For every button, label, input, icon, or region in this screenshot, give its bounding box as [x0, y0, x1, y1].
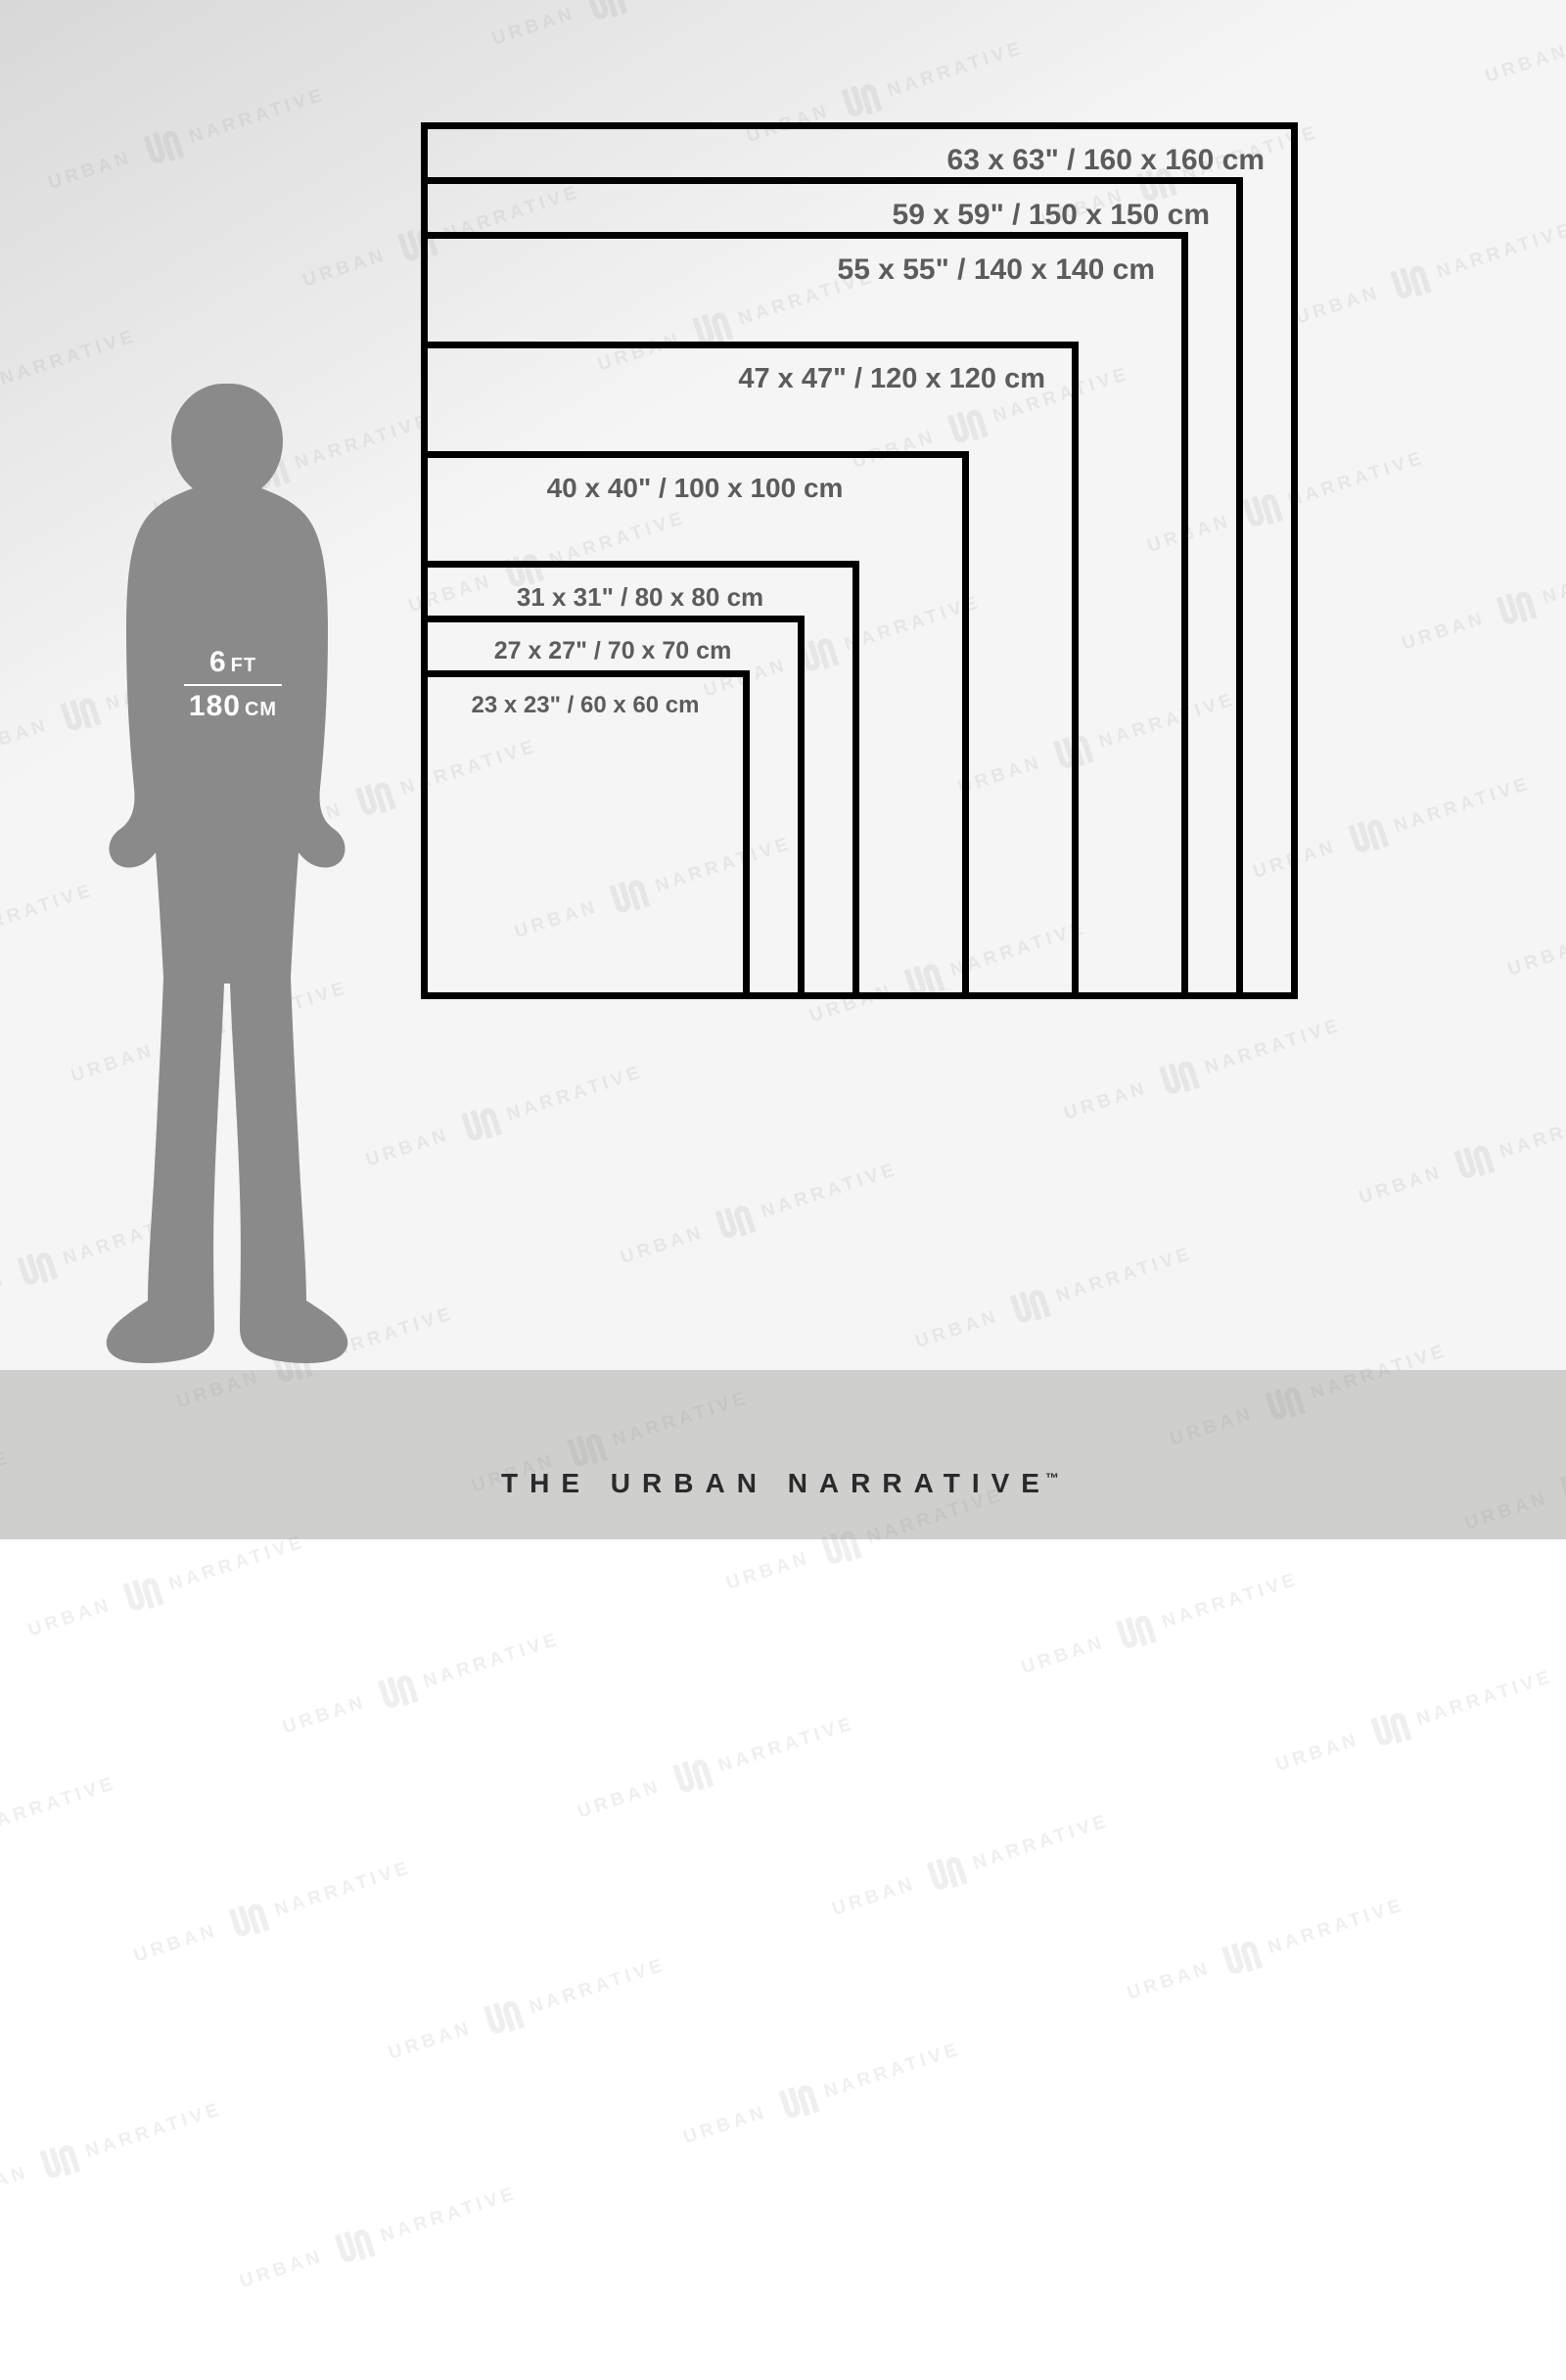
watermark-item: URBAN NARRATIVE — [0, 1764, 122, 1892]
watermark-item: URBAN NARRATIVE — [128, 1849, 416, 1976]
size-frame-label: 40 x 40" / 100 x 100 cm — [547, 473, 844, 504]
size-frame-60cm: 23 x 23" / 60 x 60 cm — [421, 670, 750, 999]
watermark-item: URBAN NARRATIVE — [1122, 1887, 1409, 2014]
size-frame-label: 23 x 23" / 60 x 60 cm — [472, 692, 700, 719]
size-frame-label: 31 x 31" / 80 x 80 cm — [517, 582, 763, 613]
size-frame-label: 55 x 55" / 140 x 140 cm — [838, 253, 1155, 287]
watermark-item: URBAN NARRATIVE — [0, 2090, 228, 2218]
watermark-item: URBAN NARRATIVE — [678, 2031, 966, 2158]
person-silhouette — [98, 384, 362, 1372]
size-frame-label: 27 x 27" / 70 x 70 cm — [494, 637, 732, 665]
size-frame-label: 47 x 47" / 120 x 120 cm — [738, 363, 1045, 395]
watermark-item: URBAN NARRATIVE — [384, 1946, 671, 2074]
frames-group: 63 x 63" / 160 x 160 cm59 x 59" / 150 x … — [421, 998, 422, 999]
person-height-ft-unit: FT — [231, 655, 256, 676]
person-height-label: 6FT 180CM — [184, 646, 282, 723]
brand-text: THE URBAN NARRATIVE — [501, 1468, 1051, 1498]
watermark-item: URBAN NARRATIVE — [277, 1621, 565, 1748]
person-height-cm-value: 180 — [189, 690, 241, 722]
brand-footer: THE URBAN NARRATIVE™ — [0, 1468, 1566, 1499]
floor-background — [0, 1370, 1566, 1539]
watermark-item: URBAN NARRATIVE — [1270, 1658, 1558, 1785]
person-height-ft-value: 6 — [209, 646, 227, 678]
watermark-item: URBAN NARRATIVE — [573, 1705, 860, 1832]
size-frame-label: 59 x 59" / 150 x 150 cm — [893, 199, 1210, 232]
watermark-item: URBAN NARRATIVE — [1016, 1561, 1304, 1688]
watermark-item: URBAN NARRATIVE — [235, 2174, 523, 2302]
size-frame-label: 63 x 63" / 160 x 160 cm — [947, 144, 1265, 177]
brand-trademark: ™ — [1045, 1470, 1059, 1486]
person-height-cm-unit: CM — [245, 699, 277, 720]
watermark-item: URBAN NARRATIVE — [23, 1523, 310, 1650]
watermark-item: URBAN NARRATIVE — [827, 1803, 1115, 1930]
person-label-divider — [184, 684, 282, 686]
